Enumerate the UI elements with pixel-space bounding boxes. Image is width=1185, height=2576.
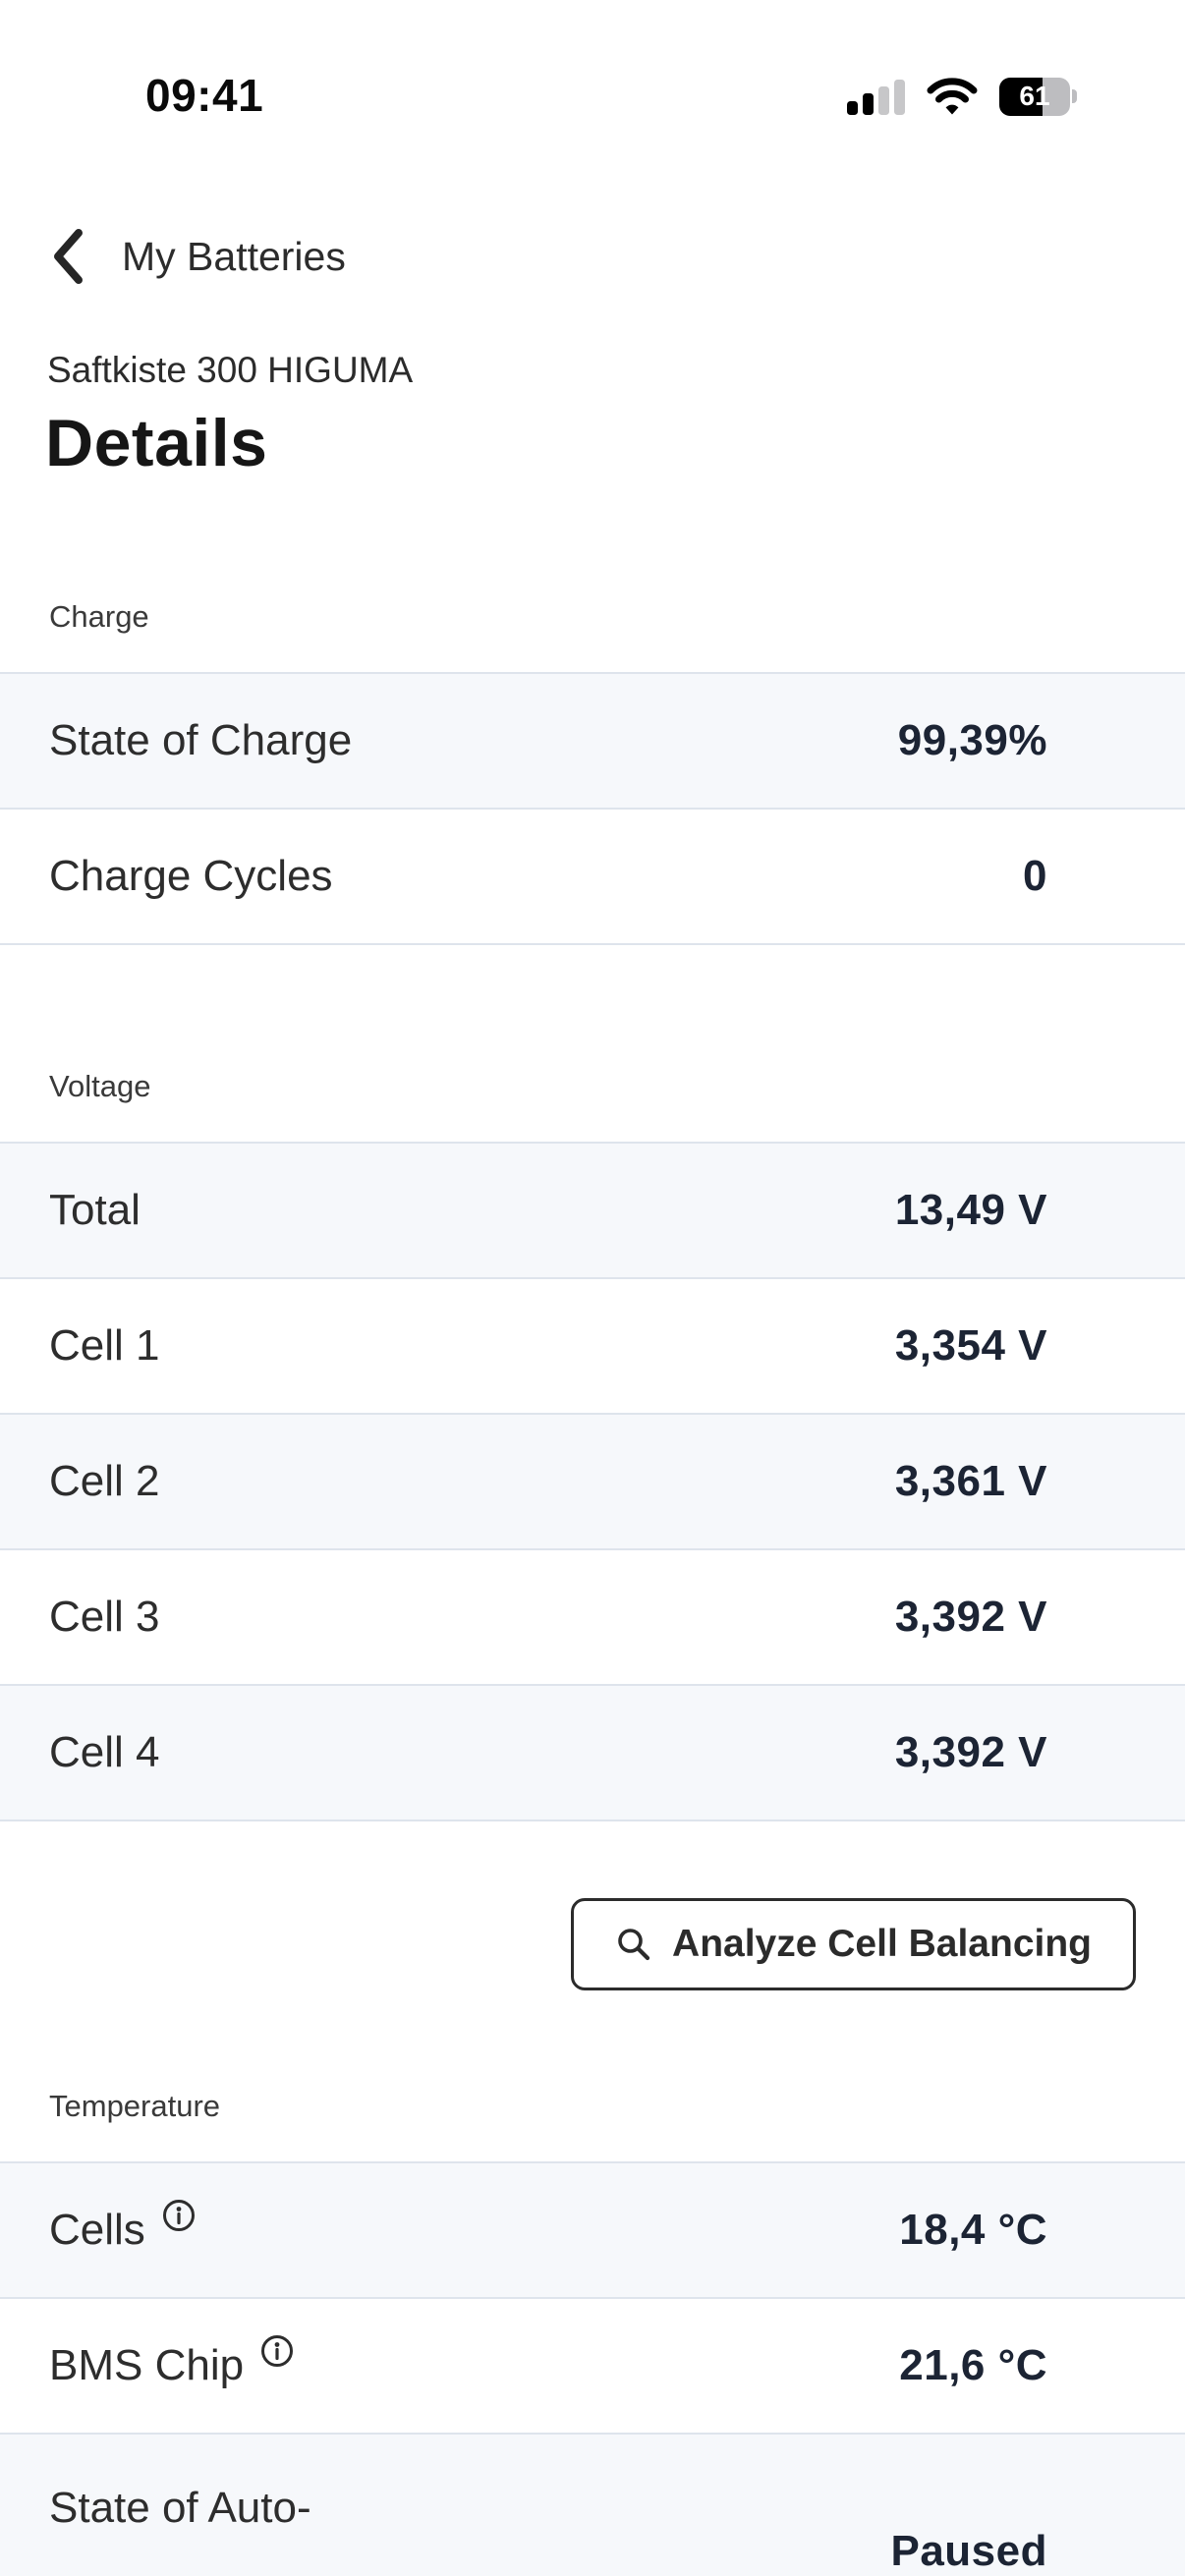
row-state-of-charge: State of Charge 99,39%	[0, 674, 1185, 810]
row-total-voltage: Total 13,49 V	[0, 1144, 1185, 1279]
row-label: Cell 4	[49, 1728, 160, 1776]
row-label: Cell 2	[49, 1457, 160, 1505]
row-cell-3: Cell 3 3,392 V	[0, 1550, 1185, 1686]
back-button[interactable]: My Batteries	[51, 228, 346, 285]
row-value: 3,354 V	[894, 1321, 1047, 1370]
analyze-cell-balancing-label: Analyze Cell Balancing	[672, 1923, 1092, 1965]
row-label: BMS Chip	[49, 2335, 295, 2390]
section-label-charge: Charge	[49, 599, 149, 634]
wifi-icon	[927, 78, 978, 115]
charge-rows: State of Charge 99,39% Charge Cycles 0	[0, 672, 1185, 945]
cellular-signal-icon	[847, 78, 905, 115]
back-button-label[interactable]: My Batteries	[122, 233, 346, 279]
status-icons: 61	[847, 73, 1077, 120]
row-state-of-auto-balancing: State of Auto- Paused	[0, 2435, 1185, 2576]
section-label-temperature: Temperature	[49, 2089, 221, 2123]
temperature-rows: Cells 18,4 °C BMS Chip	[0, 2161, 1185, 2576]
status-time: 09:41	[145, 70, 264, 121]
row-value: 0	[1023, 852, 1047, 900]
battery-percent-label: 61	[1019, 81, 1050, 111]
row-value: 13,49 V	[894, 1186, 1047, 1234]
section-label-voltage: Voltage	[49, 1069, 151, 1103]
battery-fill-level	[999, 77, 1043, 116]
voltage-rows: Total 13,49 V Cell 1 3,354 V Cell 2 3,36…	[0, 1142, 1185, 1821]
row-label-text: Cells	[49, 2206, 145, 2254]
info-circle-icon[interactable]	[161, 2198, 197, 2233]
details-content: Charge State of Charge 99,39% Charge Cyc…	[0, 599, 1185, 2576]
row-value: 3,392 V	[894, 1593, 1047, 1641]
row-value: Paused	[890, 2527, 1047, 2575]
row-label-text: BMS Chip	[49, 2341, 245, 2389]
row-value: 3,361 V	[894, 1457, 1047, 1505]
row-value: 21,6 °C	[899, 2341, 1047, 2389]
row-charge-cycles: Charge Cycles 0	[0, 810, 1185, 945]
row-cell-1: Cell 1 3,354 V	[0, 1279, 1185, 1415]
magnifier-icon	[615, 1926, 652, 1963]
row-label: Cell 1	[49, 1321, 160, 1370]
row-bms-chip-temperature: BMS Chip 21,6 °C	[0, 2299, 1185, 2435]
row-cell-2: Cell 2 3,361 V	[0, 1415, 1185, 1550]
row-label: Charge Cycles	[49, 852, 333, 900]
battery-status-icon: 61	[999, 77, 1077, 116]
info-circle-icon[interactable]	[259, 2333, 295, 2369]
row-label: Total	[49, 1186, 141, 1234]
row-label: Cell 3	[49, 1593, 160, 1641]
row-value: 99,39%	[897, 716, 1047, 764]
row-cells-temperature: Cells 18,4 °C	[0, 2163, 1185, 2299]
page-title: Details	[45, 406, 268, 480]
battery-cap	[1072, 89, 1077, 103]
row-cell-4: Cell 4 3,392 V	[0, 1686, 1185, 1821]
row-label: State of Auto-	[49, 2484, 311, 2532]
row-value: 3,392 V	[894, 1728, 1047, 1776]
action-button-area: Analyze Cell Balancing	[0, 1898, 1185, 1990]
analyze-cell-balancing-button[interactable]: Analyze Cell Balancing	[571, 1898, 1136, 1990]
battery-name-subtitle: Saftkiste 300 HIGUMA	[47, 350, 414, 390]
row-value: 18,4 °C	[899, 2206, 1047, 2254]
chevron-left-icon[interactable]	[51, 228, 85, 285]
row-label: Cells	[49, 2200, 197, 2255]
row-label: State of Charge	[49, 716, 353, 764]
